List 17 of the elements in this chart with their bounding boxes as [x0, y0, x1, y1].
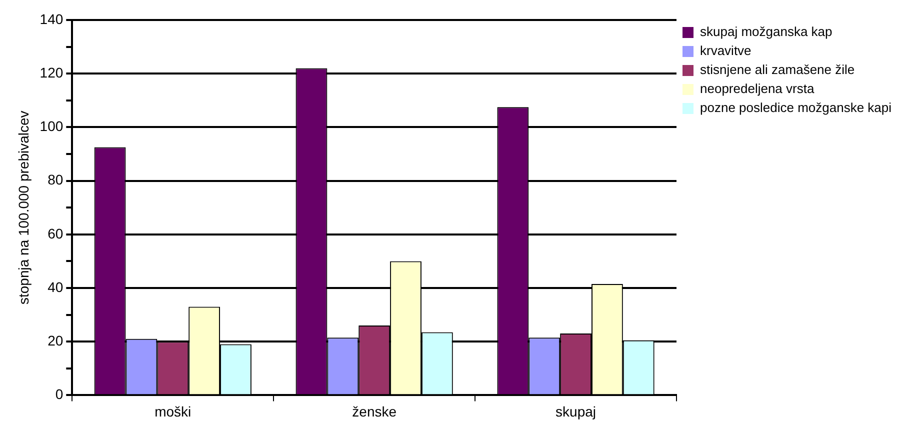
legend-label: skupaj možganska kap — [700, 24, 832, 40]
legend-label: stisnjene ali zamašene žile — [700, 62, 855, 78]
y-tick-label: 40 — [48, 278, 64, 295]
y-tick-label: 60 — [48, 225, 64, 242]
y-tick-label: 120 — [40, 64, 64, 80]
y-tick-label: 0 — [55, 386, 64, 402]
legend-label: krvavitve — [700, 43, 752, 58]
x-tick-label: ženske — [352, 403, 397, 420]
legend-label: neopredeljena vrsta — [700, 81, 815, 96]
x-tick-label: moški — [154, 403, 192, 420]
y-tick-label: 100 — [40, 118, 64, 134]
y-tick-label: 80 — [48, 172, 64, 188]
y-tick-label: 140 — [40, 10, 64, 27]
y-axis-title: stopnja na 100.000 prebivalcev — [15, 110, 32, 305]
x-tick-label: skupaj — [556, 403, 596, 420]
y-tick-label: 20 — [48, 332, 64, 348]
legend-label: pozne posledice možganske kapi — [700, 100, 892, 116]
